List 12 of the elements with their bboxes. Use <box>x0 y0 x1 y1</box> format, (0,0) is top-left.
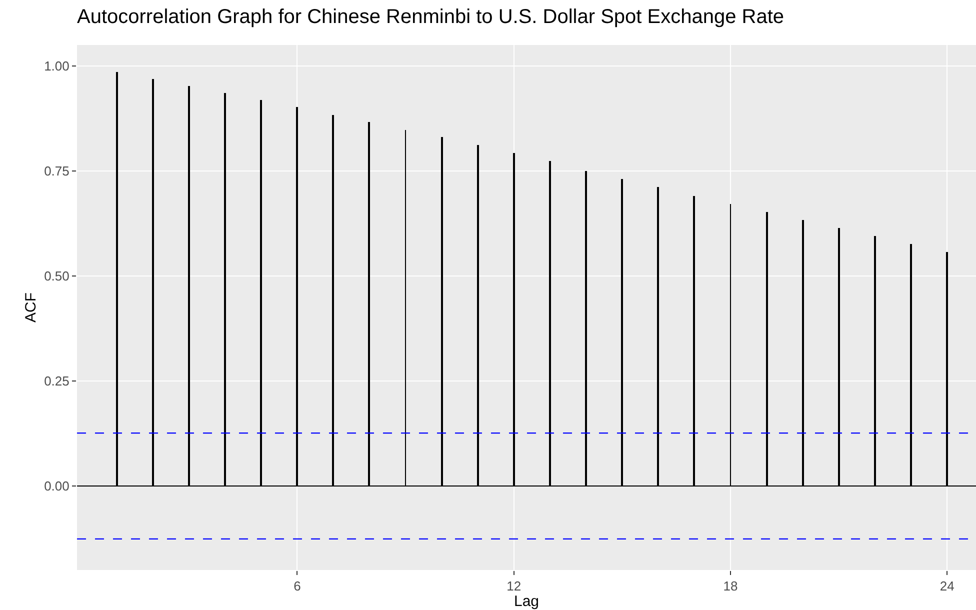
x-tick-label: 18 <box>723 578 738 594</box>
x-axis-title: Lag <box>514 593 540 610</box>
y-axis-title: ACF <box>22 292 40 322</box>
chart-title: Autocorrelation Graph for Chinese Renminbi to U.S. Dollar Spot Exchange Rate <box>77 6 784 28</box>
y-tick-label: 0.00 <box>44 478 70 494</box>
y-tick-label: 0.50 <box>44 268 70 284</box>
x-tick-label: 6 <box>294 578 301 594</box>
x-tick-label: 24 <box>940 578 954 594</box>
y-tick-label: 0.25 <box>44 374 70 389</box>
y-tick-label: 0.75 <box>44 164 70 179</box>
y-tick-label: 1.00 <box>44 58 70 74</box>
x-tick-label: 12 <box>506 578 522 594</box>
